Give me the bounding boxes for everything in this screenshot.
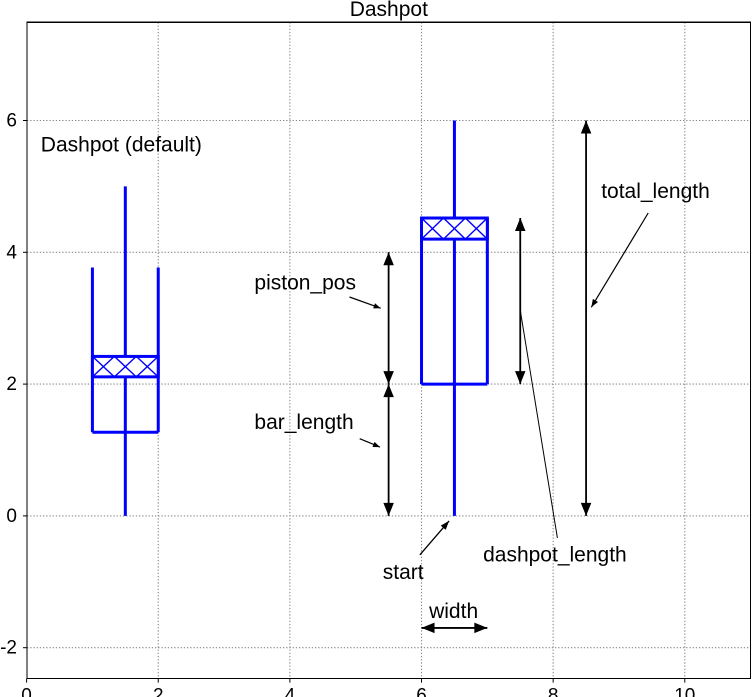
svg-text:-2: -2 bbox=[0, 638, 17, 659]
svg-text:Dashpot: Dashpot bbox=[350, 0, 428, 21]
svg-text:2: 2 bbox=[153, 686, 164, 697]
svg-text:dashpot_length: dashpot_length bbox=[483, 544, 627, 567]
svg-text:width: width bbox=[428, 600, 478, 623]
svg-text:8: 8 bbox=[548, 686, 559, 697]
svg-text:2: 2 bbox=[6, 374, 17, 395]
svg-text:6: 6 bbox=[6, 111, 17, 132]
svg-text:6: 6 bbox=[416, 686, 427, 697]
svg-text:piston_pos: piston_pos bbox=[254, 272, 356, 295]
svg-text:0: 0 bbox=[21, 686, 32, 697]
svg-text:total_length: total_length bbox=[601, 180, 710, 203]
svg-text:4: 4 bbox=[285, 686, 296, 697]
svg-text:start: start bbox=[383, 561, 424, 584]
svg-text:0: 0 bbox=[6, 506, 17, 527]
svg-text:Dashpot (default): Dashpot (default) bbox=[41, 134, 202, 157]
svg-text:4: 4 bbox=[6, 242, 17, 263]
svg-text:bar_length: bar_length bbox=[254, 411, 353, 434]
svg-text:10: 10 bbox=[674, 686, 695, 697]
